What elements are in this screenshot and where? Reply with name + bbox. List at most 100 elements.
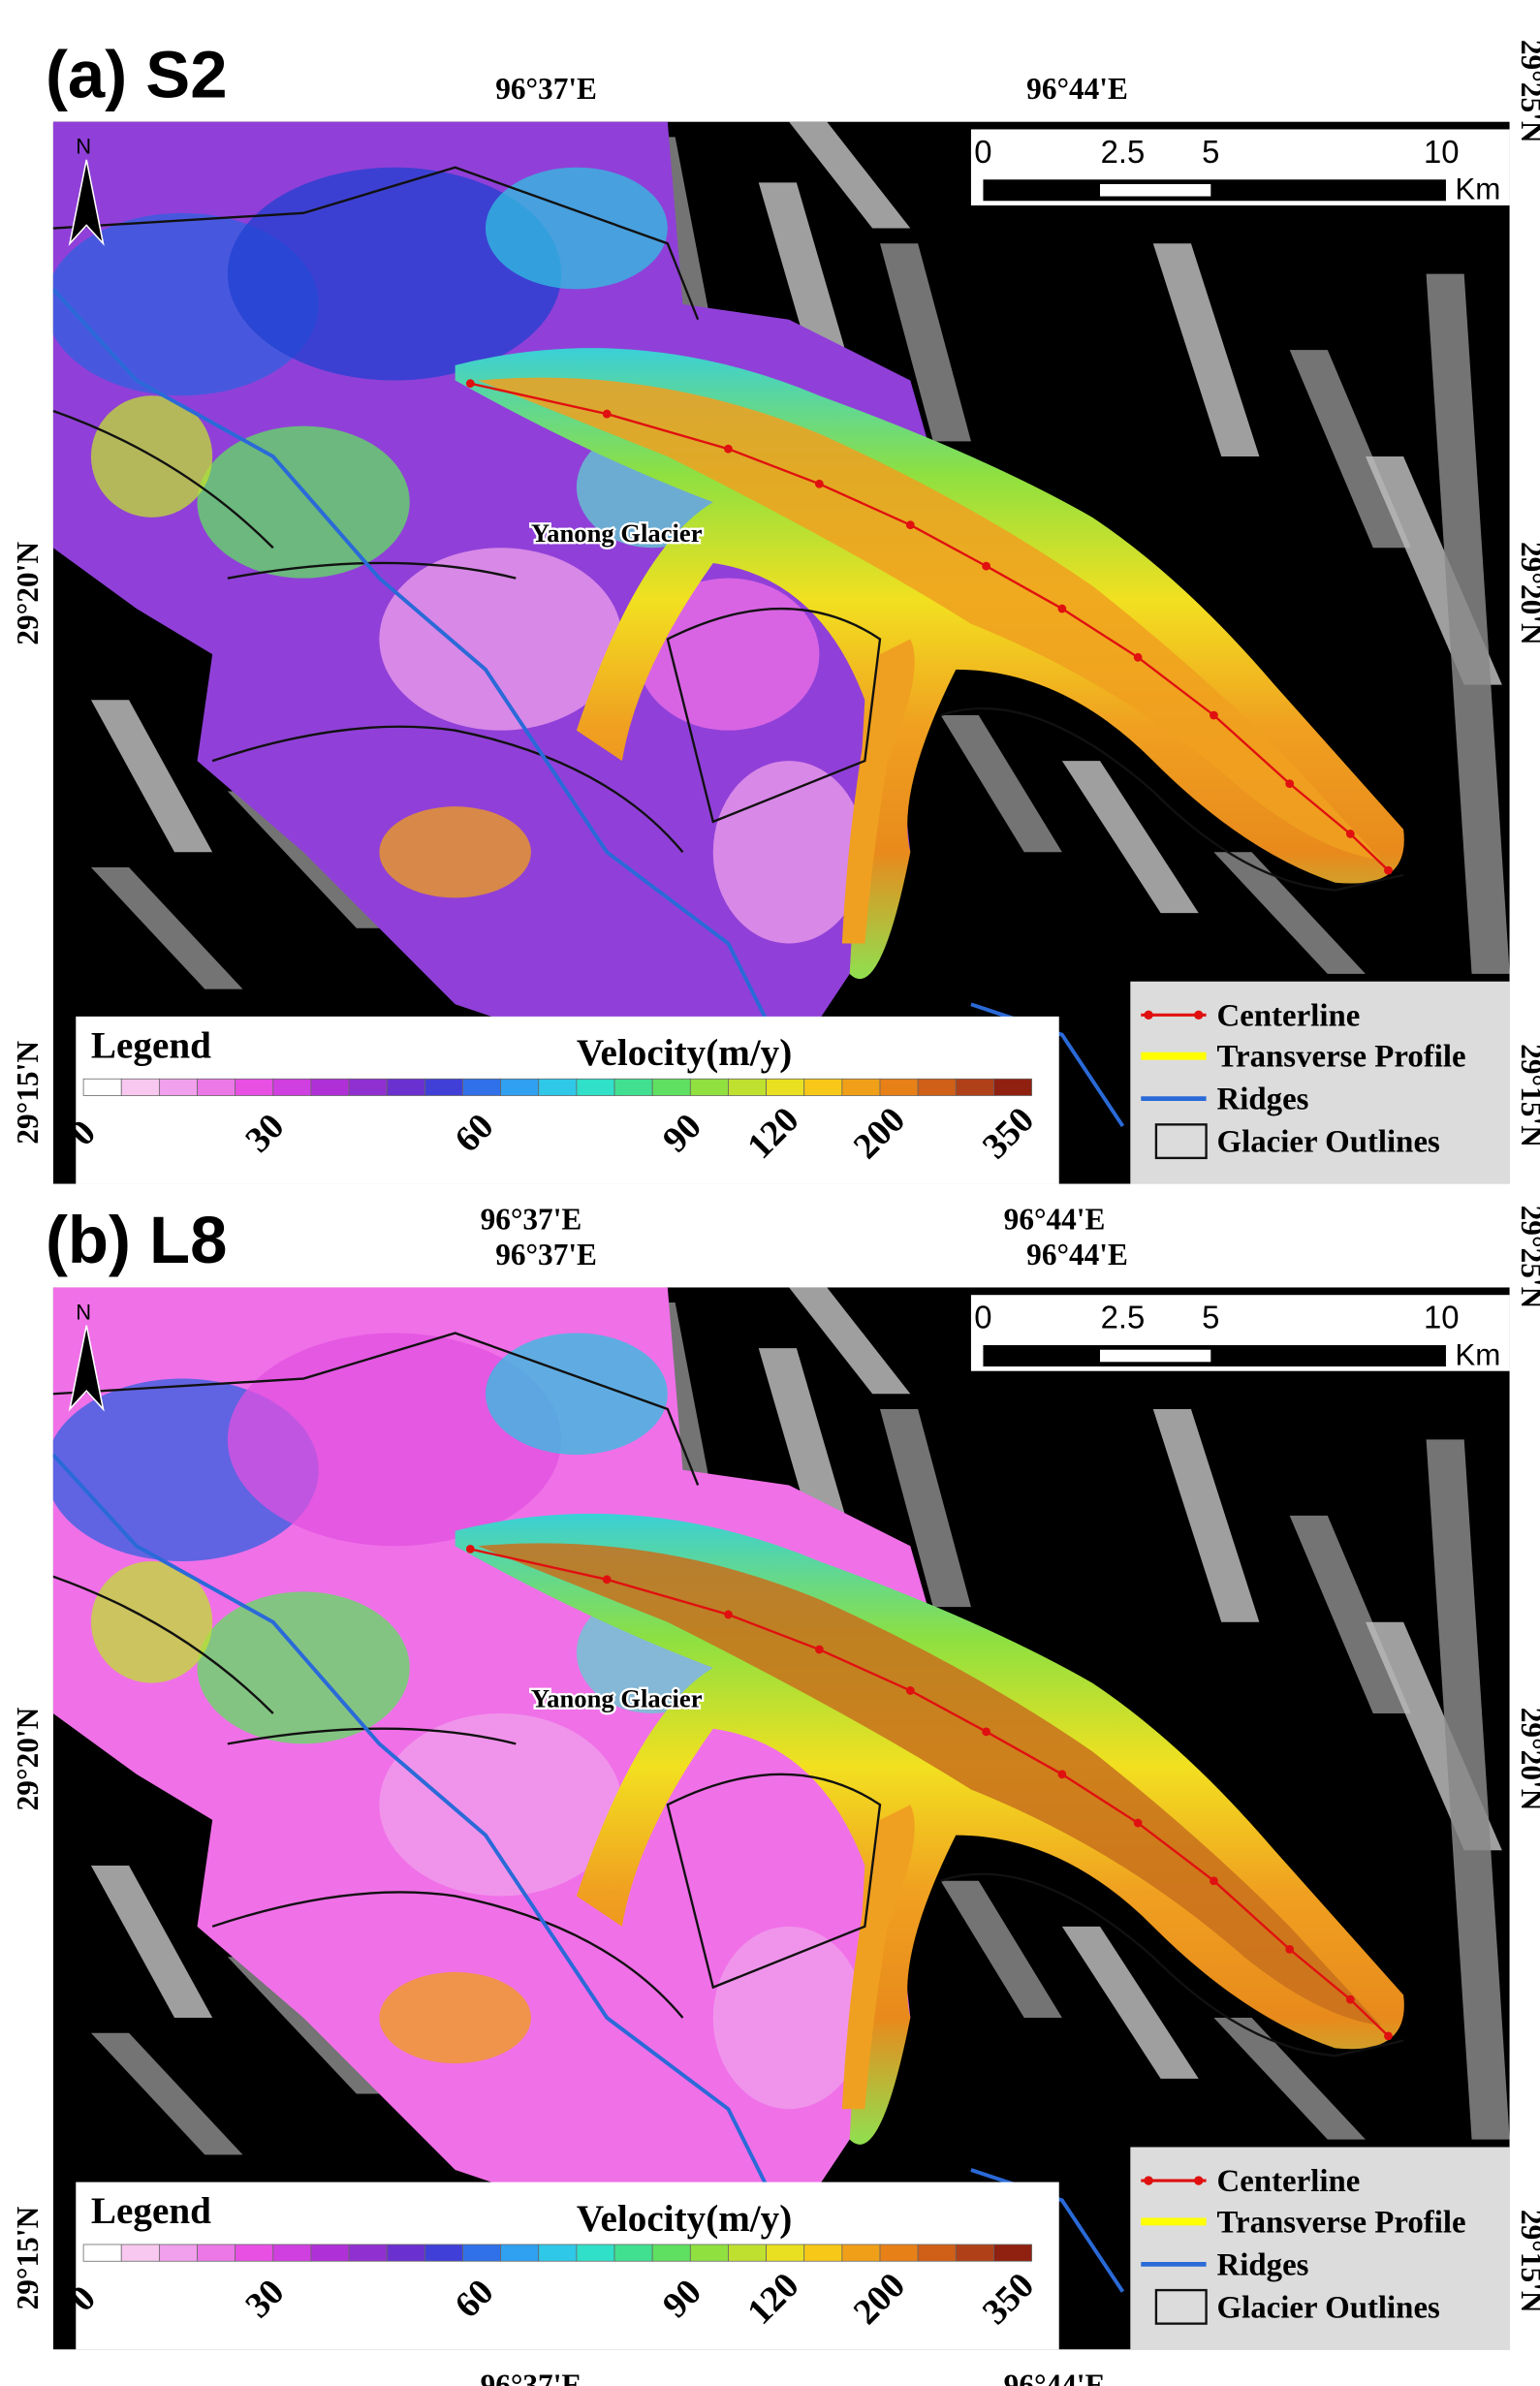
scale-bar: [983, 179, 1445, 201]
ramp-cell: [462, 1079, 500, 1095]
ramp-cell: [880, 2245, 918, 2261]
ramp-cell: [577, 2245, 614, 2261]
lat-label-left: 29°15'N: [11, 2206, 45, 2309]
centerline-node: [1346, 830, 1355, 838]
ice-patch: [713, 1927, 865, 2109]
centerline-node: [906, 520, 915, 529]
ramp-cell: [918, 1079, 956, 1095]
ramp-cell: [83, 1079, 121, 1095]
legend-title: Legend: [91, 2190, 211, 2232]
ramp-cell: [387, 1079, 424, 1095]
scale-label: 0: [974, 134, 991, 170]
legend-node: [1144, 2176, 1152, 2184]
ramp-cell: [236, 1079, 273, 1095]
ramp-cell: [501, 1079, 539, 1095]
map-legend-entry: Ridges: [1217, 2247, 1309, 2282]
ramp-cell: [956, 1079, 993, 1095]
ramp-cell: [614, 2245, 652, 2261]
ramp-cell: [236, 2245, 273, 2261]
ramp-cell: [690, 2245, 728, 2261]
lat-label-right: 29°25'N: [1515, 40, 1540, 143]
page: {"panels": [ {"title": "(a) S2", "lon_la…: [0, 0, 1540, 2386]
lat-label-right: 29°25'N: [1515, 1206, 1540, 1309]
legend-box: [76, 2182, 1058, 2350]
ramp-cell: [349, 2245, 387, 2261]
legend-node: [1194, 2176, 1203, 2184]
scale-bar-segment: [1100, 184, 1210, 197]
lon-label-bottom: 96°37'E: [481, 1203, 582, 1237]
ramp-cell: [804, 2245, 842, 2261]
centerline-node: [1134, 1819, 1143, 1828]
centerline-node: [1384, 2031, 1393, 2040]
ramp-cell: [993, 1079, 1031, 1095]
ramp-cell: [121, 1079, 159, 1095]
lat-label-left: 29°15'N: [11, 1041, 45, 1145]
ice-patch: [379, 1972, 531, 2063]
ramp-cell: [690, 1079, 728, 1095]
ramp-cell: [993, 2245, 1031, 2261]
centerline-node: [1285, 779, 1294, 788]
scale-bar: [983, 1345, 1445, 1366]
ice-patch: [379, 806, 531, 897]
lon-label-top: 96°37'E: [495, 72, 597, 106]
centerline-node: [1134, 653, 1143, 662]
map-legend-entry: Transverse Profile: [1217, 1040, 1466, 1075]
ramp-cell: [273, 1079, 311, 1095]
centerline-node: [1346, 1995, 1355, 2004]
ramp-cell: [387, 2245, 424, 2261]
legend-outline: [1156, 1124, 1207, 1158]
ramp-cell: [956, 2245, 993, 2261]
ramp-cell: [311, 2245, 349, 2261]
ramp-cell: [728, 2245, 766, 2261]
scale-label: 0: [974, 1300, 991, 1335]
ice-patch: [713, 761, 865, 943]
legend-node: [1144, 1011, 1152, 1020]
ramp-cell: [159, 2245, 197, 2261]
scale-label: 2.5: [1101, 1300, 1146, 1335]
ice-patch: [198, 426, 410, 579]
figure: Yanong GlacierN02.5510KmLegendVelocity(m…: [0, 0, 1540, 2386]
lat-label-right: 29°20'N: [1515, 1708, 1540, 1811]
ramp-cell: [577, 1079, 614, 1095]
legend-variable: Velocity(m/y): [577, 2198, 792, 2240]
scale-label: 5: [1202, 134, 1219, 170]
scale-label: 5: [1202, 1300, 1219, 1335]
scale-label: 2.5: [1101, 134, 1146, 170]
scale-bar-segment: [1100, 1350, 1210, 1363]
scale-unit: Km: [1455, 173, 1500, 206]
lon-label-top: 96°37'E: [495, 1238, 597, 1271]
ramp-cell: [918, 2245, 956, 2261]
ramp-cell: [767, 1079, 804, 1095]
glacier-label: Yanong Glacier: [531, 518, 703, 548]
centerline-node: [1057, 1770, 1066, 1778]
ramp-cell: [652, 2245, 690, 2261]
legend-title: Legend: [91, 1024, 211, 1066]
scale-label: 10: [1424, 1300, 1460, 1335]
ice-patch: [198, 1591, 410, 1743]
ramp-cell: [462, 2245, 500, 2261]
lat-label-left: 29°20'N: [11, 1707, 45, 1810]
centerline-node: [815, 480, 824, 488]
map-legend-entry: Centerline: [1217, 2164, 1361, 2199]
centerline-node: [1210, 1876, 1218, 1885]
ramp-cell: [198, 2245, 236, 2261]
ramp-cell: [349, 1079, 387, 1095]
panel-title: (a) S2: [46, 37, 228, 111]
scale-label: 10: [1424, 134, 1460, 170]
legend-outline: [1156, 2290, 1207, 2324]
ramp-cell: [311, 1079, 349, 1095]
ice-patch: [486, 1333, 668, 1455]
north-label: N: [76, 1300, 91, 1324]
centerline-node: [982, 1727, 990, 1736]
map-legend-entry: Centerline: [1217, 998, 1361, 1033]
centerline-node: [1210, 711, 1218, 720]
ramp-cell: [424, 2245, 462, 2261]
ramp-cell: [842, 1079, 880, 1095]
ramp-cell: [767, 2245, 804, 2261]
ramp-cell: [159, 1079, 197, 1095]
centerline-node: [724, 1611, 733, 1619]
map-legend-entry: Transverse Profile: [1217, 2205, 1466, 2240]
centerline-node: [466, 379, 475, 388]
panel-title: (b) L8: [46, 1203, 227, 1277]
